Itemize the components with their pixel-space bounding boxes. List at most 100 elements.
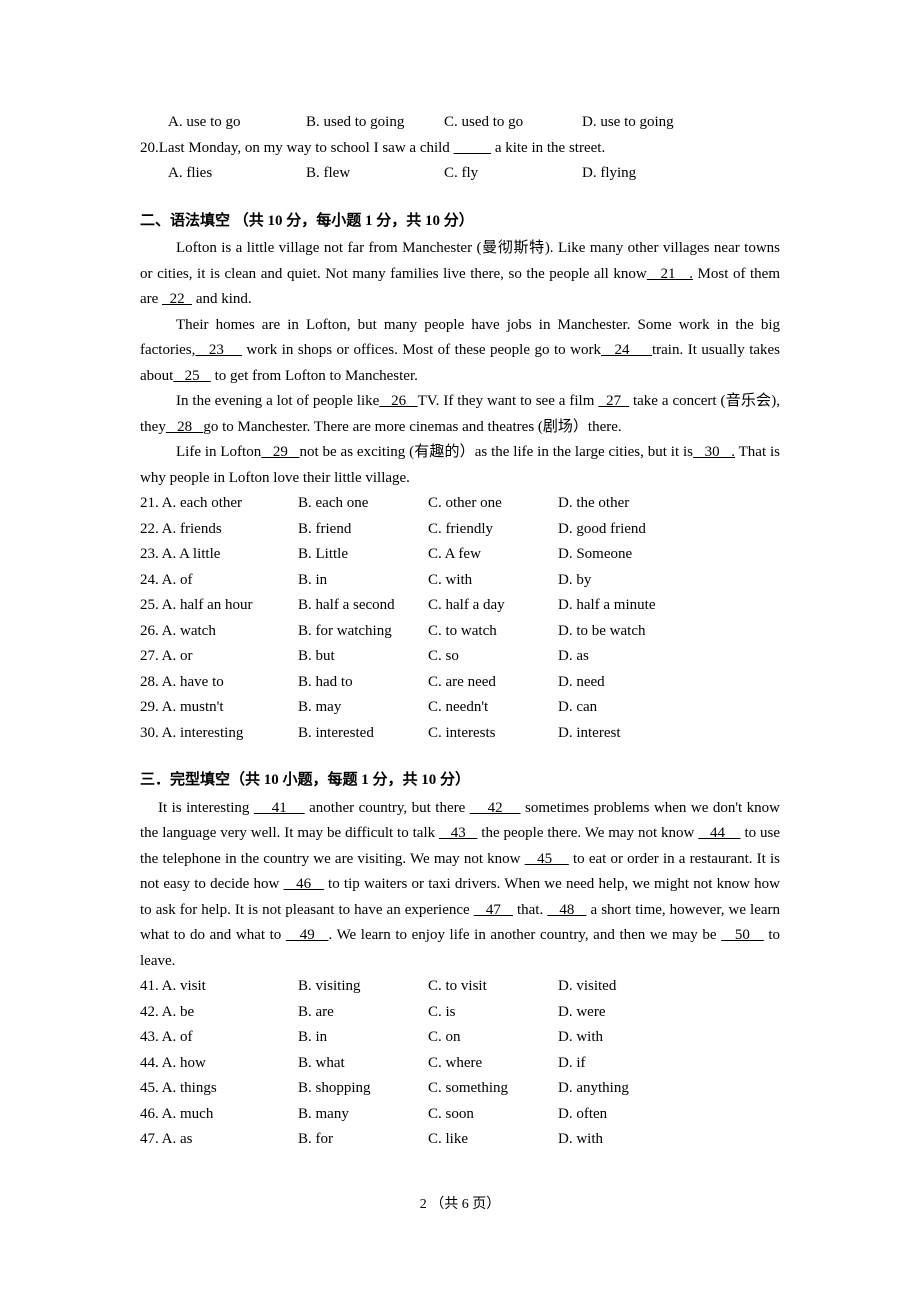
s2-question-list: 21. A. each otherB. each oneC. other one…: [140, 491, 780, 746]
q20-blank: [454, 140, 492, 156]
question-row: 42. A. beB. areC. isD. were: [140, 1000, 780, 1026]
question-opt-a: 24. A. of: [140, 568, 298, 594]
page-footer: 2 （共 6 页）: [140, 1193, 780, 1217]
section2-title-text: 二、语法填空 （共 10 分，每小题 1 分，共 10 分）: [140, 213, 474, 229]
q20-stem: 20.Last Monday, on my way to school I sa…: [140, 136, 780, 162]
question-opt-a: 43. A. of: [140, 1025, 298, 1051]
question-row: 43. A. ofB. inC. onD. with: [140, 1025, 780, 1051]
section3-title: 三．完型填空（共 10 小题，每题 1 分，共 10 分）: [140, 768, 780, 794]
q19-opt-c: C. used to go: [444, 110, 582, 136]
question-opt-d: D. can: [558, 695, 688, 721]
question-opt-a: 46. A. much: [140, 1102, 298, 1128]
q20-opt-b: B. flew: [306, 161, 444, 187]
question-row: 25. A. half an hourB. half a secondC. ha…: [140, 593, 780, 619]
question-opt-b: B. many: [298, 1102, 428, 1128]
question-row: 24. A. ofB. inC. withD. by: [140, 568, 780, 594]
question-opt-d: D. often: [558, 1102, 688, 1128]
question-opt-d: D. if: [558, 1051, 688, 1077]
question-opt-d: D. anything: [558, 1076, 688, 1102]
question-opt-d: D. need: [558, 670, 688, 696]
question-opt-c: C. interests: [428, 721, 558, 747]
question-opt-d: D. as: [558, 644, 688, 670]
question-row: 45. A. thingsB. shoppingC. somethingD. a…: [140, 1076, 780, 1102]
question-opt-d: D. were: [558, 1000, 688, 1026]
question-opt-c: C. soon: [428, 1102, 558, 1128]
question-row: 41. A. visitB. visitingC. to visitD. vis…: [140, 974, 780, 1000]
q19-opt-b: B. used to going: [306, 110, 444, 136]
question-opt-a: 47. A. as: [140, 1127, 298, 1153]
question-opt-c: C. so: [428, 644, 558, 670]
question-opt-c: C. is: [428, 1000, 558, 1026]
section2-title: 二、语法填空 （共 10 分，每小题 1 分，共 10 分）: [140, 209, 780, 235]
question-opt-c: C. where: [428, 1051, 558, 1077]
question-opt-b: B. may: [298, 695, 428, 721]
question-opt-c: C. friendly: [428, 517, 558, 543]
question-opt-b: B. Little: [298, 542, 428, 568]
question-opt-b: B. in: [298, 568, 428, 594]
question-opt-a: 29. A. mustn't: [140, 695, 298, 721]
question-opt-d: D. the other: [558, 491, 688, 517]
question-opt-c: C. to visit: [428, 974, 558, 1000]
question-opt-c: C. other one: [428, 491, 558, 517]
section3-passage: It is interesting 41 another country, bu…: [140, 796, 780, 975]
question-opt-d: D. visited: [558, 974, 688, 1000]
q20-opt-d: D. flying: [582, 161, 720, 187]
question-row: 44. A. howB. whatC. whereD. if: [140, 1051, 780, 1077]
question-opt-b: B. interested: [298, 721, 428, 747]
s3-para1: It is interesting 41 another country, bu…: [140, 796, 780, 975]
s2-para4: Life in Lofton 29 not be as exciting (有趣…: [140, 440, 780, 491]
question-opt-a: 26. A. watch: [140, 619, 298, 645]
question-opt-a: 44. A. how: [140, 1051, 298, 1077]
q19-opt-d: D. use to going: [582, 110, 720, 136]
question-opt-c: C. with: [428, 568, 558, 594]
question-opt-b: B. in: [298, 1025, 428, 1051]
s3-question-list: 41. A. visitB. visitingC. to visitD. vis…: [140, 974, 780, 1153]
question-opt-a: 41. A. visit: [140, 974, 298, 1000]
question-opt-b: B. friend: [298, 517, 428, 543]
question-opt-c: C. like: [428, 1127, 558, 1153]
question-opt-b: B. each one: [298, 491, 428, 517]
q19-opt-a: A. use to go: [168, 110, 306, 136]
question-opt-a: 42. A. be: [140, 1000, 298, 1026]
question-opt-b: B. what: [298, 1051, 428, 1077]
question-opt-b: B. half a second: [298, 593, 428, 619]
q19-options: A. use to go B. used to going C. used to…: [140, 110, 780, 136]
question-opt-d: D. Someone: [558, 542, 688, 568]
question-opt-a: 23. A. A little: [140, 542, 298, 568]
question-opt-a: 28. A. have to: [140, 670, 298, 696]
question-opt-c: C. are need: [428, 670, 558, 696]
question-opt-c: C. needn't: [428, 695, 558, 721]
question-row: 30. A. interestingB. interestedC. intere…: [140, 721, 780, 747]
question-opt-d: D. by: [558, 568, 688, 594]
question-opt-a: 30. A. interesting: [140, 721, 298, 747]
q20-post: a kite in the street.: [491, 140, 605, 156]
question-opt-d: D. to be watch: [558, 619, 688, 645]
question-opt-c: C. something: [428, 1076, 558, 1102]
section2-passage: Lofton is a little village not far from …: [140, 236, 780, 491]
question-row: 28. A. have toB. had toC. are needD. nee…: [140, 670, 780, 696]
question-opt-a: 22. A. friends: [140, 517, 298, 543]
question-opt-a: 25. A. half an hour: [140, 593, 298, 619]
question-row: 47. A. asB. forC. likeD. with: [140, 1127, 780, 1153]
question-opt-b: B. are: [298, 1000, 428, 1026]
question-opt-c: C. on: [428, 1025, 558, 1051]
q20-options: A. flies B. flew C. fly D. flying: [140, 161, 780, 187]
q20-pre: 20.Last Monday, on my way to school I sa…: [140, 140, 454, 156]
s2-para1: Lofton is a little village not far from …: [140, 236, 780, 313]
question-row: 27. A. orB. butC. soD. as: [140, 644, 780, 670]
section3-title-text: 三．完型填空（共 10 小题，每题 1 分，共 10 分）: [140, 772, 470, 788]
question-opt-b: B. visiting: [298, 974, 428, 1000]
question-opt-d: D. good friend: [558, 517, 688, 543]
footer-text: 2 （共 6 页）: [420, 1197, 501, 1212]
question-row: 46. A. muchB. manyC. soonD. often: [140, 1102, 780, 1128]
question-row: 21. A. each otherB. each oneC. other one…: [140, 491, 780, 517]
question-opt-d: D. half a minute: [558, 593, 688, 619]
q20-opt-c: C. fly: [444, 161, 582, 187]
question-opt-d: D. with: [558, 1025, 688, 1051]
question-opt-d: D. interest: [558, 721, 688, 747]
question-opt-b: B. but: [298, 644, 428, 670]
question-opt-c: C. half a day: [428, 593, 558, 619]
s2-para2: Their homes are in Lofton, but many peop…: [140, 313, 780, 390]
q20-opt-a: A. flies: [168, 161, 306, 187]
s2-para3: In the evening a lot of people like 26 T…: [140, 389, 780, 440]
